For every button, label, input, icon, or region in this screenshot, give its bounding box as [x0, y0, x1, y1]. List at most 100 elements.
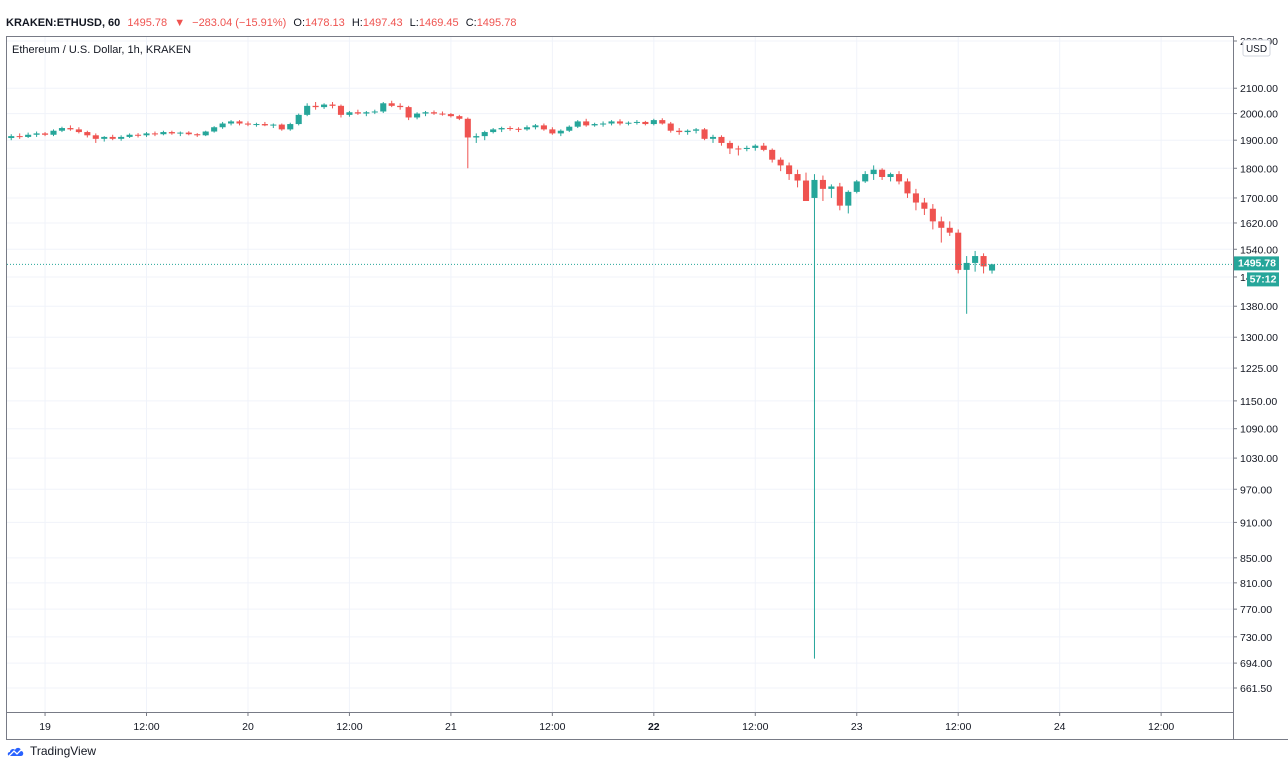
- candle-body: [295, 114, 302, 125]
- price-tick-label: 1030.00: [1240, 453, 1278, 465]
- price-axis[interactable]: 2300.002100.002000.001900.001800.001700.…: [1233, 36, 1278, 695]
- candle-body: [388, 103, 395, 106]
- time-tick-label: 12:00: [945, 721, 971, 733]
- countdown-badge-text: 57:12: [1250, 273, 1277, 285]
- candle-body: [33, 133, 40, 135]
- currency-badge[interactable]: USD: [1242, 39, 1271, 57]
- price-tick-label: 1540.00: [1240, 244, 1278, 256]
- candle-body: [879, 169, 886, 177]
- candle-body: [253, 124, 260, 126]
- high-label: H:: [351, 17, 363, 29]
- candle-body: [718, 136, 725, 143]
- candle-body: [75, 129, 82, 133]
- candle-body: [743, 147, 750, 150]
- candle-body: [701, 129, 708, 139]
- price-tick-label: 1700.00: [1240, 193, 1278, 205]
- time-tick-label: 21: [445, 721, 457, 733]
- price-tick-label: 1225.00: [1240, 363, 1278, 375]
- candle-body: [600, 123, 607, 125]
- candle-body: [887, 174, 894, 177]
- candle-body: [363, 112, 370, 114]
- candle-body: [515, 128, 522, 130]
- candle-body: [194, 134, 201, 136]
- price-tick-label: 1090.00: [1240, 424, 1278, 436]
- candle-body: [786, 165, 793, 175]
- candle-body: [980, 256, 987, 267]
- candle-body: [938, 221, 945, 228]
- candle-body: [228, 121, 235, 124]
- time-axis[interactable]: 19 12:00 20 12:00 21 12:00 22 12:00 23 12:00 24 12:…: [39, 712, 1174, 733]
- candle-body: [549, 129, 556, 134]
- candle-body: [278, 124, 285, 130]
- symbol-label[interactable]: KRAKEN:ETHUSD, 60: [6, 17, 121, 29]
- time-tick-label: 23: [851, 721, 863, 733]
- close-value: 1495.78: [476, 17, 517, 29]
- time-tick-label: 12:00: [742, 721, 768, 733]
- candle-body: [25, 134, 32, 137]
- candle-body: [287, 124, 294, 130]
- price-tick-label: 770.00: [1240, 604, 1272, 616]
- symbol-header: KRAKEN:ETHUSD, 60 1495.78 ▼ −283.04 (−15…: [6, 17, 520, 29]
- candle-body: [185, 132, 192, 135]
- candle-body: [405, 107, 412, 118]
- candle-body: [109, 136, 116, 139]
- candle-body: [490, 129, 497, 133]
- candle-body: [50, 130, 57, 135]
- candle-body: [42, 133, 49, 135]
- candle-body: [726, 142, 733, 149]
- candle-body: [532, 125, 539, 128]
- candle-body: [92, 135, 99, 139]
- candle-body: [616, 121, 624, 124]
- price-tick-label: 661.50: [1240, 683, 1272, 695]
- candle-body: [819, 179, 826, 189]
- tradingview-branding[interactable]: TradingView: [6, 744, 96, 758]
- candle-body: [337, 105, 345, 115]
- candlestick-chart[interactable]: Ethereum / U.S. Dollar, 1h, KRAKEN 2300.…: [0, 0, 1288, 740]
- candle-body: [870, 169, 877, 175]
- price-tick-label: 1300.00: [1240, 332, 1278, 344]
- candle-body: [811, 179, 818, 198]
- candle-body: [667, 123, 674, 131]
- time-tick-label: 22: [648, 721, 660, 733]
- candle-body: [321, 104, 328, 108]
- candle-body: [955, 232, 962, 270]
- candle-body: [447, 114, 454, 117]
- candle-body: [802, 180, 810, 202]
- candle-body: [126, 134, 133, 137]
- candle-body: [684, 130, 691, 133]
- candle-body: [397, 105, 404, 108]
- candle-body: [160, 132, 167, 135]
- change-arrow-icon: ▼: [174, 17, 186, 29]
- candle-body: [202, 131, 209, 136]
- candle-body: [591, 124, 598, 126]
- candle-body: [380, 103, 387, 112]
- candle-body: [650, 120, 657, 125]
- price-tick-label: 1380.00: [1240, 301, 1278, 313]
- candle-body: [608, 121, 615, 124]
- open-label: O:: [293, 17, 306, 29]
- candle-body: [151, 133, 159, 135]
- candle-body: [988, 264, 996, 271]
- time-tick-label: 12:00: [336, 721, 362, 733]
- candle-body: [312, 105, 319, 108]
- candle-body: [67, 128, 74, 130]
- price-tick-label: 810.00: [1240, 578, 1272, 590]
- candle-body: [828, 186, 835, 189]
- candles-layer: [8, 100, 996, 659]
- candle-body: [523, 127, 531, 130]
- candle-body: [583, 121, 590, 126]
- candle-body: [693, 129, 700, 131]
- time-tick-label: 24: [1054, 721, 1066, 733]
- candle-body: [439, 113, 446, 115]
- currency-badge-text: USD: [1246, 44, 1267, 55]
- grid-lines: [7, 37, 1233, 712]
- candle-body: [946, 227, 953, 233]
- candle-body: [270, 124, 277, 126]
- candle-body: [895, 174, 903, 182]
- price-tick-label: 850.00: [1240, 553, 1272, 565]
- legend-title: Ethereum / U.S. Dollar, 1h, KRAKEN: [12, 44, 191, 56]
- candle-body: [676, 130, 683, 133]
- time-tick-label: 20: [242, 721, 254, 733]
- candle-body: [16, 136, 23, 138]
- price-tick-label: 730.00: [1240, 632, 1272, 644]
